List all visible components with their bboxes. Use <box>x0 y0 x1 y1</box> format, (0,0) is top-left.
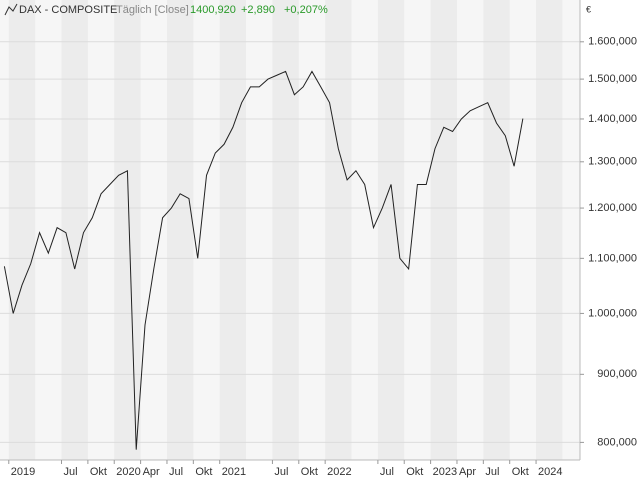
x-tick-label: 2022 <box>327 466 351 478</box>
x-tick-label: Jul <box>380 466 394 478</box>
x-tick-label: Jul <box>169 466 183 478</box>
y-tick-label: 1.300,000 <box>588 156 637 168</box>
quarter-band <box>377 0 405 460</box>
change-percent: +0,207% <box>284 4 328 16</box>
x-tick-label: Apr <box>143 466 160 478</box>
y-tick-label: 800,000 <box>597 436 637 448</box>
change: +2,890 <box>241 4 275 16</box>
x-tick-label: Okt <box>195 466 212 478</box>
x-tick-label: Jul <box>64 466 78 478</box>
x-tick-label: Jul <box>274 466 288 478</box>
quarter-band <box>8 0 36 460</box>
x-tick-label: 2019 <box>11 466 35 478</box>
x-tick-label: Okt <box>512 466 529 478</box>
y-tick-label: 1.600,000 <box>588 36 637 48</box>
x-tick-label: 2024 <box>538 466 562 478</box>
quarter-band <box>114 0 141 460</box>
x-tick-label: 2020 <box>116 466 140 478</box>
currency: € <box>586 4 591 14</box>
y-tick-label: 1.200,000 <box>588 202 637 214</box>
quarter-band <box>483 0 510 460</box>
line-series <box>3 70 524 450</box>
quarter-band <box>536 0 563 460</box>
y-tick-label: 1.000,000 <box>588 307 637 319</box>
chart-icon <box>4 3 18 16</box>
chart-title: DAX - COMPOSITE <box>19 4 117 16</box>
quarter-band <box>61 0 88 460</box>
quarter-band <box>272 0 299 460</box>
quarter-band <box>325 0 352 460</box>
y-tick-label: 1.100,000 <box>588 252 637 264</box>
quarter-band <box>219 0 247 460</box>
y-tick-label: 1.500,000 <box>588 73 637 85</box>
last-value: 1400,920 <box>190 4 236 16</box>
x-tick-label: 2021 <box>222 466 246 478</box>
x-tick-label: 2023 <box>433 466 457 478</box>
x-tick-label: Apr <box>459 466 476 478</box>
x-tick-label: Okt <box>406 466 423 478</box>
quarter-band <box>430 0 457 460</box>
x-tick-label: Okt <box>301 466 318 478</box>
y-tick-label: 1.400,000 <box>588 113 637 125</box>
x-tick-label: Jul <box>485 466 499 478</box>
quarter-band <box>166 0 194 460</box>
x-tick-label: Okt <box>90 466 107 478</box>
subtitle: Täglich [Close] <box>116 4 189 16</box>
y-tick-label: 900,000 <box>597 368 637 380</box>
